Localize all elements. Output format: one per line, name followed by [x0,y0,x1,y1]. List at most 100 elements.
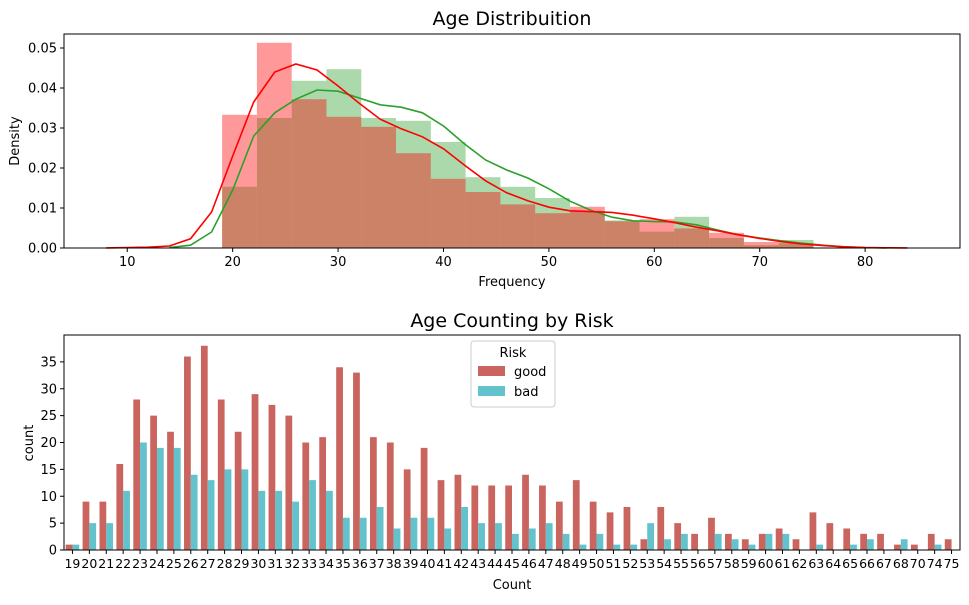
bar-bad-40 [427,517,435,550]
bar-good-52 [623,507,631,550]
bar-good-55 [674,523,682,550]
chart2-xtick-label: 64 [825,556,841,571]
bar-bad-20 [89,523,97,550]
bar-bad-66 [867,539,874,550]
chart1-ytick-label: 0.01 [28,202,57,217]
hist-bar-good-6 [430,178,466,248]
hist-bar-bad-15 [743,245,779,248]
bar-bad-47 [545,523,553,550]
chart2-xtick-label: 49 [572,556,588,571]
chart2-ytick-label: 30 [40,382,57,397]
legend-title: Risk [500,346,527,361]
chart2-xtick-label: 50 [589,556,605,571]
bar-bad-19 [72,544,80,550]
bar-good-35 [336,367,343,550]
chart1-y-label: Density [8,116,23,166]
chart1-xtick-label: 30 [330,255,347,270]
chart2-xtick-label: 32 [284,556,300,571]
chart2-xtick-label: 27 [200,556,216,571]
chart2-xtick-label: 57 [707,556,723,571]
chart2-y-ticks: 0 5 10 15 20 25 30 35 [40,355,64,559]
hist-bar-good-8 [500,204,536,248]
hist-bar-good-5 [396,153,431,248]
bar-good-57 [708,517,715,550]
hist-bar-good-3 [326,116,362,248]
bar-bad-22 [123,490,130,550]
hist-bar-good-16 [778,243,814,248]
bar-bad-50 [596,533,604,550]
bar-bad-65 [850,544,857,550]
bar-good-22 [116,464,124,550]
bar-good-34 [319,437,327,550]
bar-bad-63 [816,544,824,550]
hist-bar-bad-2 [291,80,327,248]
bar-bad-25 [173,447,181,550]
chart1-title: Age Distribuition [433,8,592,30]
hist-bar-bad-6 [430,142,466,248]
chart2-title: Age Counting by Risk [410,310,613,332]
chart2-xtick-label: 20 [81,556,97,571]
bar-good-65 [843,528,851,550]
chart1-ytick-label: 0.00 [28,242,57,257]
hist-bar-good-4 [361,126,397,248]
chart2-xtick-label: 56 [690,556,706,571]
bar-good-53 [640,539,648,550]
chart2-xtick-label: 68 [893,556,909,571]
bar-good-62 [792,539,800,550]
chart1-x-label: Frequency [478,275,545,290]
bar-bad-33 [309,480,316,550]
chart2-xtick-label: 54 [656,556,672,571]
chart2-xtick-label: 62 [791,556,807,571]
bar-bad-38 [393,528,401,550]
chart1-x-ticks: 10 20 30 40 50 60 70 80 [119,248,873,270]
hist-bar-bad-12 [639,231,675,248]
chart1-ytick-label: 0.02 [28,162,57,177]
chart2-xtick-label: 43 [470,556,486,571]
bar-bad-31 [275,490,283,550]
bar-bad-28 [224,469,232,550]
bar-bad-53 [647,523,655,550]
chart1-bars [222,42,814,248]
chart2-xtick-label: 45 [504,556,520,571]
chart1-xtick-label: 80 [857,255,874,270]
bar-good-68 [894,544,901,550]
chart1-ytick-label: 0.03 [28,122,57,137]
chart2-xtick-label: 37 [369,556,385,571]
chart2-xtick-label: 46 [521,556,537,571]
chart2-xtick-label: 19 [64,556,80,571]
chart2-xtick-label: 65 [842,556,858,571]
hist-bar-bad-1 [256,118,292,248]
chart2-xtick-label: 38 [386,556,402,571]
hist-bar-good-12 [639,219,675,248]
chart2-xtick-label: 41 [436,556,452,571]
bar-good-42 [454,474,462,550]
bar-good-51 [606,512,614,550]
bar-good-67 [877,533,884,550]
bar-bad-35 [342,517,350,550]
bar-bad-32 [292,501,299,550]
bar-bad-74 [934,544,942,550]
age-distribution-chart: Age Distribuition 10 20 30 40 50 60 70 80 0.000… [8,8,961,290]
hist-bar-good-15 [743,242,779,248]
bar-bad-23 [140,442,147,550]
bar-good-58 [725,533,732,550]
chart2-xtick-label: 31 [267,556,283,571]
hist-bar-good-9 [535,213,570,248]
chart2-ytick-label: 25 [40,409,57,424]
chart2-xtick-label: 29 [234,556,250,571]
bar-bad-21 [106,523,114,550]
chart2-bars [65,345,952,550]
bar-bad-36 [359,517,367,550]
chart2-ytick-label: 5 [49,517,57,532]
bar-good-39 [403,469,411,550]
bar-bad-27 [207,480,215,550]
bar-good-29 [234,431,242,550]
chart1-xtick-label: 40 [435,255,452,270]
bar-good-75 [944,539,952,550]
chart1-xtick-label: 10 [119,255,136,270]
bar-bad-41 [444,528,452,550]
hist-bar-good-13 [674,228,710,248]
chart2-xtick-label: 33 [301,556,317,571]
chart2-xtick-label: 21 [98,556,114,571]
bar-good-26 [184,356,191,550]
